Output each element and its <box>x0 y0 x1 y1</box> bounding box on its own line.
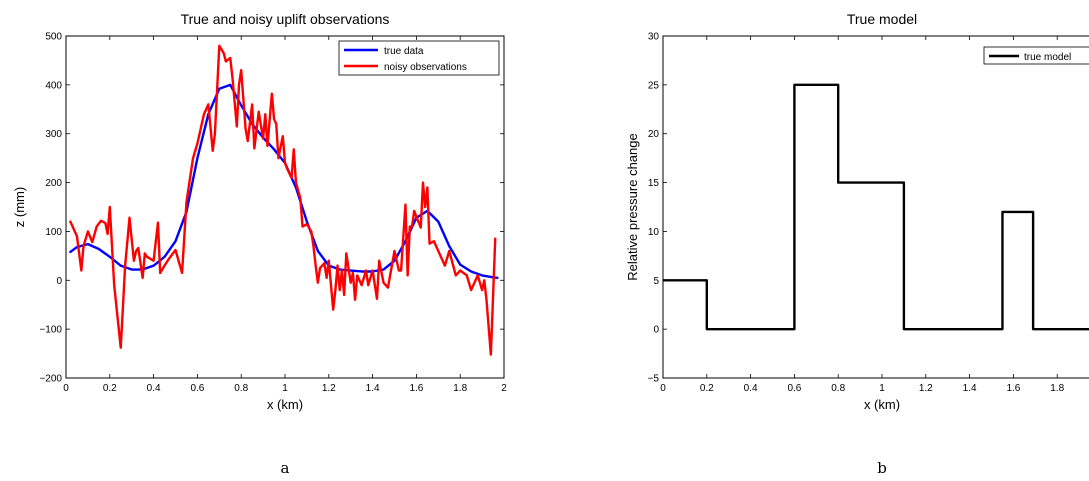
y-tick-label: 25 <box>648 80 660 91</box>
x-tick-label: 0 <box>660 383 666 394</box>
series-line-true-model <box>663 83 1089 331</box>
x-tick-label: 1.6 <box>1006 383 1020 394</box>
y-tick-label: 300 <box>45 129 62 140</box>
series-line-noisy-observations <box>69 44 497 356</box>
x-tick-label: 1 <box>282 383 288 394</box>
x-tick-label: 1.6 <box>409 383 423 394</box>
chart-panel-a: 0 0.2 0.4 0.6 0.8 1 1.2 1.4 1.6 1.8 2 −200 −100 0 100 2… <box>12 11 507 477</box>
y-tick-label: 10 <box>648 227 660 238</box>
x-tick-label: 0.8 <box>831 383 845 394</box>
caption-b: b <box>877 459 887 477</box>
x-tick-label: 0.2 <box>700 383 714 394</box>
y-tick-label: 20 <box>648 129 660 140</box>
x-tick-label: 1.8 <box>1050 383 1064 394</box>
legend-label-true-model: true model <box>1024 52 1071 63</box>
x-tick-label: 1.4 <box>366 383 380 394</box>
y-tick-label: 200 <box>45 178 62 189</box>
chart-title: True and noisy uplift observations <box>181 11 390 27</box>
y-axis-label: Relative pressure change <box>625 133 640 280</box>
legend-label-true-data: true data <box>384 46 424 57</box>
x-axis-label: x (km) <box>267 397 303 412</box>
y-tick-label: −200 <box>39 374 62 385</box>
x-tick-label: 1 <box>879 383 885 394</box>
y-tick-label: 100 <box>45 227 62 238</box>
x-tick-label: 0 <box>63 383 69 394</box>
x-tick-label: 0.4 <box>147 383 161 394</box>
x-tick-label: 0.4 <box>744 383 758 394</box>
y-tick-label: 400 <box>45 80 62 91</box>
x-tick-label: 1.2 <box>919 383 933 394</box>
y-tick-label: 500 <box>45 32 62 43</box>
caption-a: a <box>281 459 290 477</box>
legend: true model <box>983 46 1089 65</box>
x-tick-label: 0.6 <box>787 383 801 394</box>
y-axis-label: z (mm) <box>12 187 27 227</box>
y-tick-label: 0 <box>653 325 659 336</box>
y-tick-label: −5 <box>648 374 660 385</box>
y-tick-label: 15 <box>648 178 660 189</box>
plot-frame <box>65 35 505 379</box>
x-tick-label: 0.6 <box>190 383 204 394</box>
y-tick-label: −100 <box>39 325 62 336</box>
plot-area <box>663 36 1089 378</box>
chart-title: True model <box>847 11 917 27</box>
chart-panel-b: 0 0.2 0.4 0.6 0.8 1 1.2 1.4 1.6 1.8−5051015202530… <box>625 11 1089 477</box>
plot-area <box>66 36 504 378</box>
y-tick-label: 5 <box>653 276 659 287</box>
x-tick-label: 0.8 <box>234 383 248 394</box>
x-tick-label: 1.4 <box>963 383 977 394</box>
legend-box <box>983 46 1089 65</box>
legend-box <box>338 40 500 76</box>
legend: true data noisy observations <box>338 40 500 76</box>
x-axis-label: x (km) <box>864 397 900 412</box>
x-tick-label: 1.2 <box>322 383 336 394</box>
x-tick-label: 0.2 <box>103 383 117 394</box>
y-tick-label: 0 <box>56 276 62 287</box>
x-tick-label: 1.8 <box>453 383 467 394</box>
legend-label-noisy-observations: noisy observations <box>384 62 467 73</box>
x-tick-label: 2 <box>501 383 507 394</box>
y-tick-label: 30 <box>648 32 660 43</box>
plot-frame <box>662 35 1089 379</box>
